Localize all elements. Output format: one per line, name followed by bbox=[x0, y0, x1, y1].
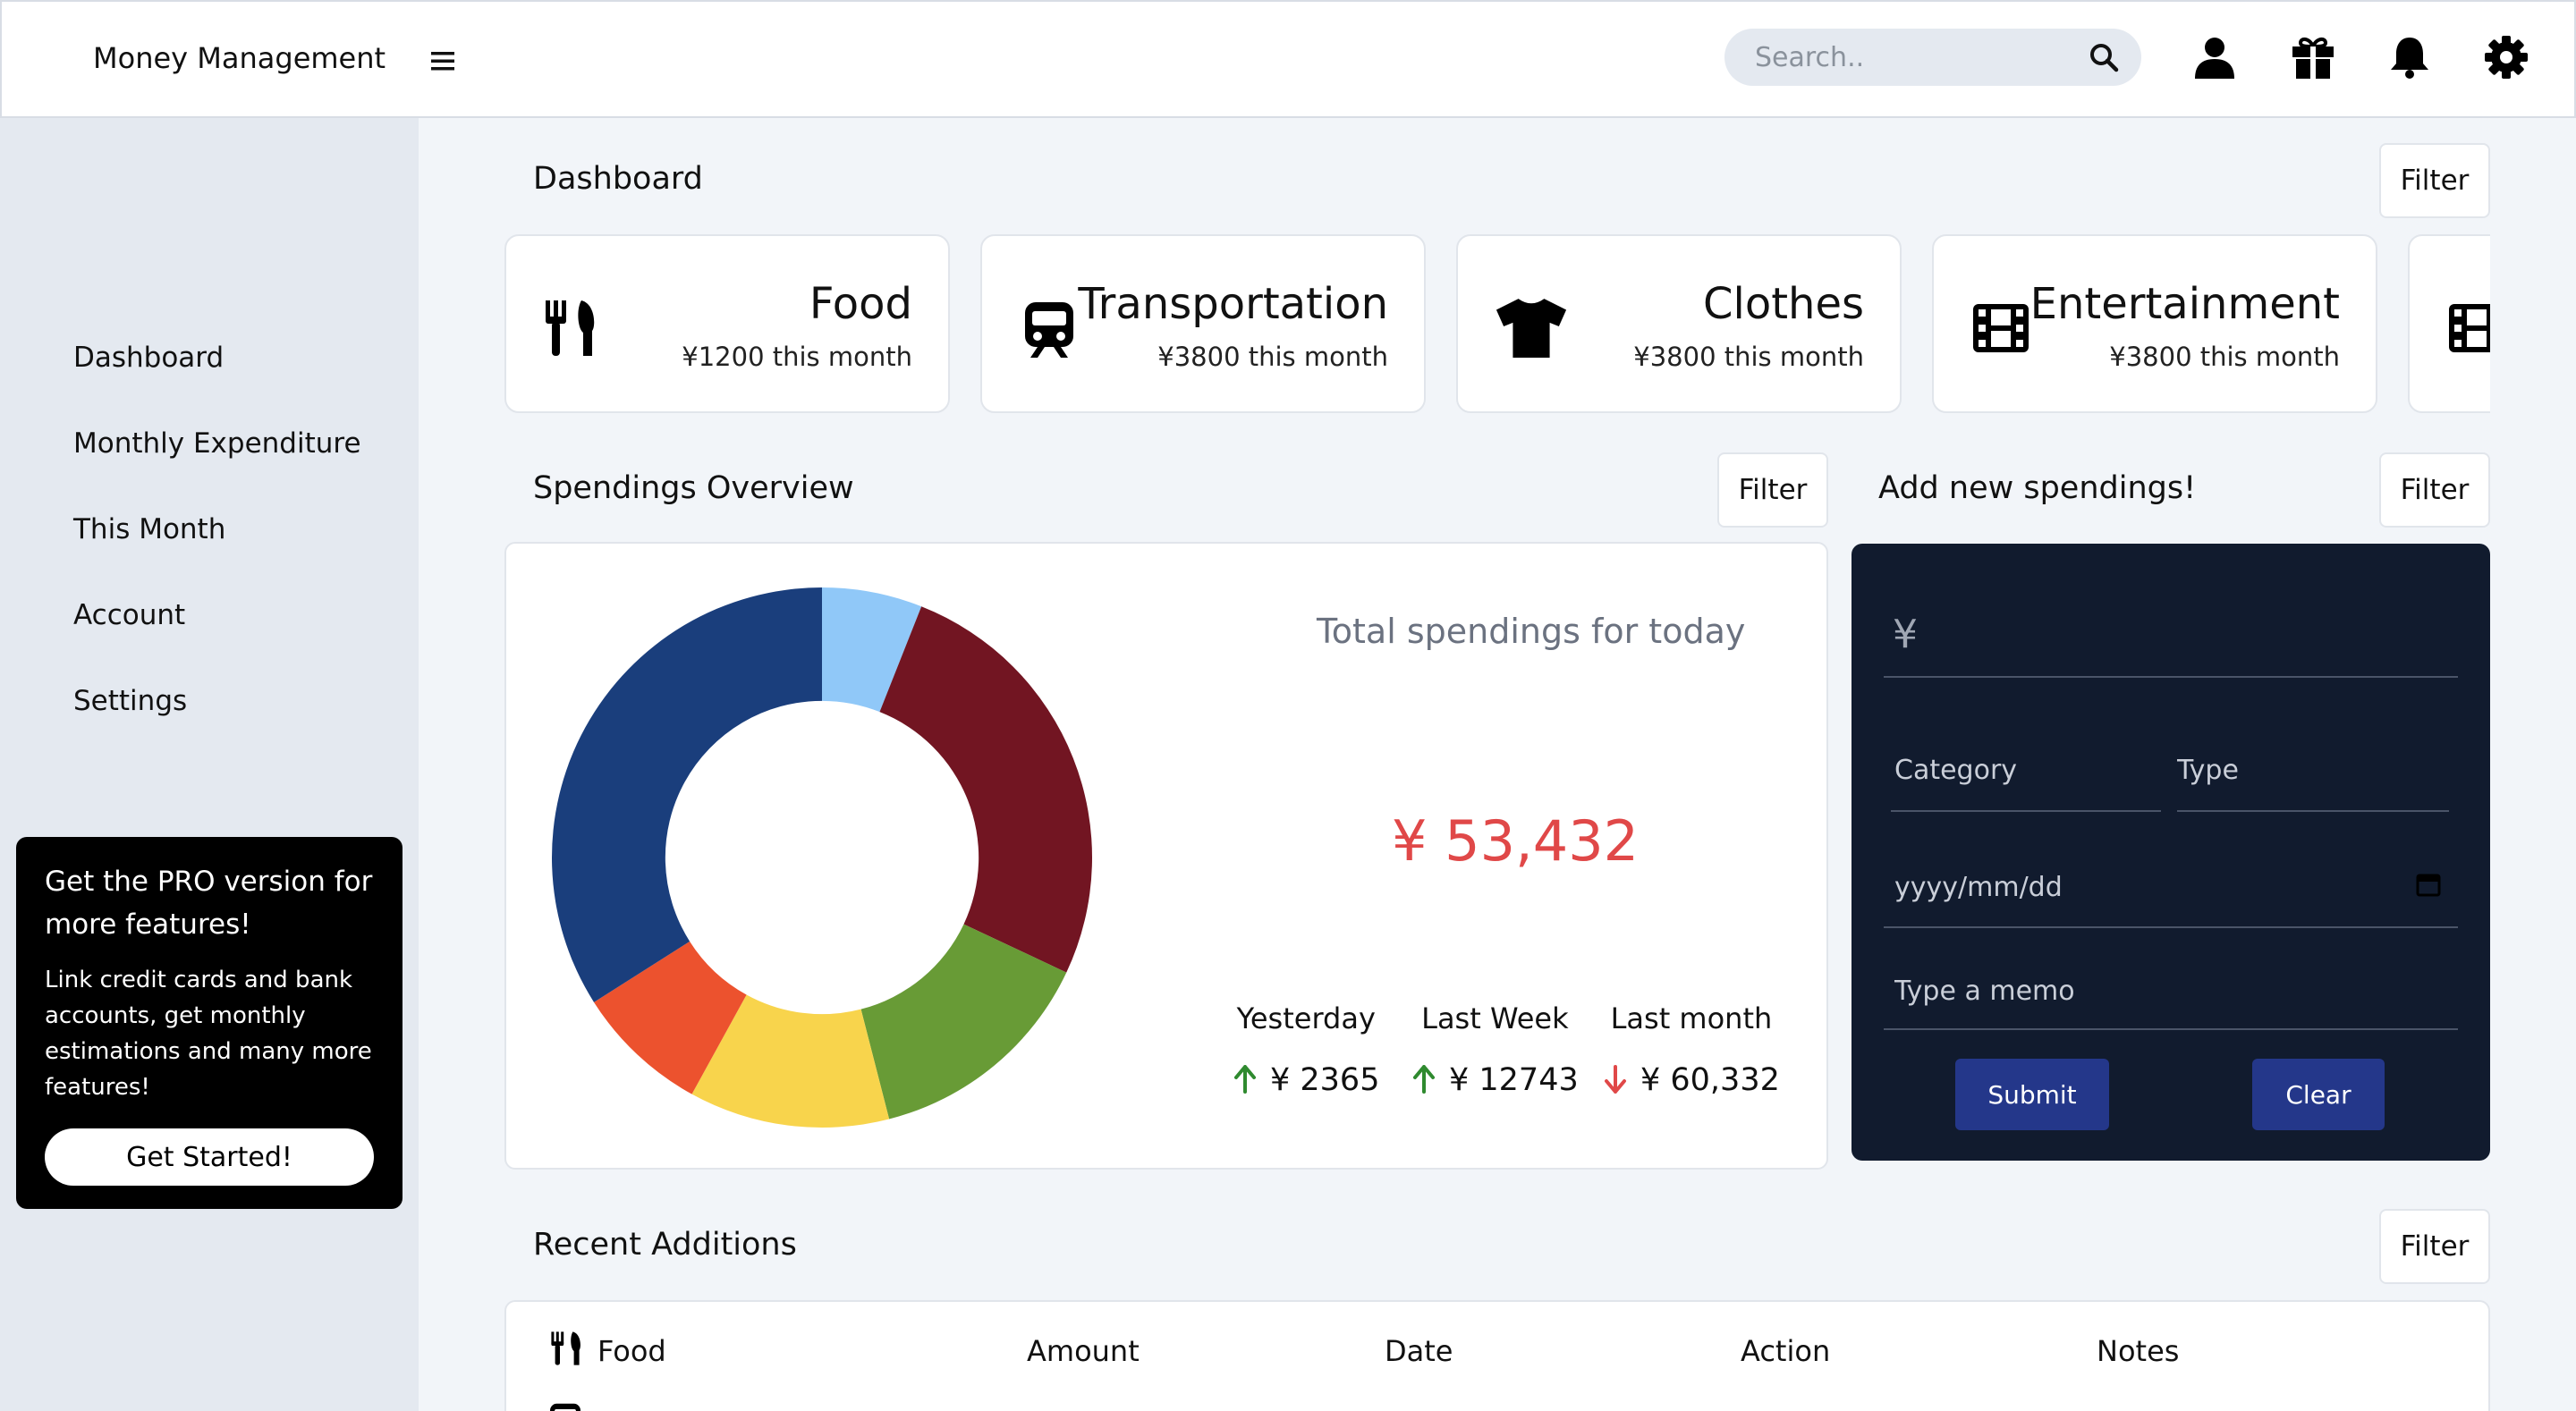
film-icon bbox=[2449, 304, 2490, 352]
tshirt-icon bbox=[1496, 299, 1567, 358]
add-spendings-filter-button[interactable]: Filter bbox=[2379, 452, 2490, 528]
sidebar: Dashboard Monthly Expenditure This Month… bbox=[0, 118, 419, 1411]
type-select[interactable] bbox=[2177, 730, 2449, 812]
category-card-clothes[interactable]: Clothes ¥3800 this month bbox=[1456, 234, 1902, 413]
donut-slice[interactable] bbox=[822, 587, 922, 713]
stat-amount: ¥ 60,332 bbox=[1640, 1062, 1780, 1098]
sidebar-item-this-month[interactable]: This Month bbox=[73, 513, 226, 545]
stat-last-week: Last Week ¥ 12743 bbox=[1411, 1001, 1579, 1098]
user-icon[interactable] bbox=[2191, 34, 2238, 80]
sidebar-item-settings[interactable]: Settings bbox=[73, 685, 188, 717]
promo-text: Link credit cards and bank accounts, get… bbox=[45, 967, 372, 1101]
category-select[interactable] bbox=[1891, 730, 2161, 812]
stat-last-month: Last month ¥ 60,332 bbox=[1603, 1001, 1780, 1098]
sidebar-item-monthly-expenditure[interactable]: Monthly Expenditure bbox=[73, 427, 361, 460]
search-icon[interactable] bbox=[2088, 41, 2120, 73]
submit-button[interactable]: Submit bbox=[1955, 1059, 2109, 1130]
train-icon bbox=[550, 1403, 580, 1411]
spendings-donut-chart bbox=[552, 587, 1092, 1128]
pro-promo-card: Get the PRO version for more features! L… bbox=[16, 837, 402, 1209]
arrow-down-icon bbox=[1605, 1065, 1626, 1094]
recent-filter-button[interactable]: Filter bbox=[2379, 1209, 2490, 1284]
stat-label: Last month bbox=[1610, 1001, 1773, 1035]
today-label: Total spendings for today bbox=[1317, 612, 1746, 651]
column-header-notes: Notes bbox=[2097, 1334, 2180, 1368]
today-total: ¥ 53,432 bbox=[1392, 808, 1640, 874]
column-header-action: Action bbox=[1741, 1334, 1831, 1368]
donut-slice[interactable] bbox=[691, 994, 890, 1128]
clear-button[interactable]: Clear bbox=[2252, 1059, 2385, 1130]
dashboard-title: Dashboard bbox=[533, 161, 703, 197]
sidebar-item-account[interactable]: Account bbox=[73, 599, 186, 631]
category-amount: ¥1200 this month bbox=[682, 342, 912, 372]
overview-filter-button[interactable]: Filter bbox=[1717, 452, 1828, 528]
column-header-amount: Amount bbox=[1027, 1334, 1140, 1368]
donut-slice[interactable] bbox=[594, 941, 747, 1094]
category-name: Entertainment bbox=[2029, 279, 2340, 329]
stat-amount: ¥ 12743 bbox=[1449, 1062, 1579, 1098]
stat-label: Yesterday bbox=[1236, 1001, 1376, 1035]
add-spendings-title: Add new spendings! bbox=[1878, 470, 2197, 506]
column-header-date: Date bbox=[1385, 1334, 1453, 1368]
spendings-overview-card: Total spendings for today ¥ 53,432 Yeste… bbox=[504, 542, 1828, 1170]
donut-slice[interactable] bbox=[879, 606, 1092, 973]
film-icon bbox=[1973, 304, 2029, 352]
stat-value: ¥ 60,332 bbox=[1603, 1062, 1780, 1098]
app-title: Money Management bbox=[93, 41, 386, 75]
category-strip: Food ¥1200 this month Transportation ¥38… bbox=[504, 234, 2490, 413]
train-icon bbox=[1025, 302, 1073, 358]
dashboard-filter-button[interactable]: Filter bbox=[2379, 143, 2490, 218]
category-amount: ¥3800 this month bbox=[2109, 342, 2340, 372]
promo-title: Get the PRO version for more features! bbox=[45, 866, 373, 941]
category-card-partial[interactable] bbox=[2408, 234, 2490, 413]
search-bar bbox=[1724, 29, 2141, 86]
donut-slice[interactable] bbox=[860, 924, 1067, 1120]
amount-input[interactable] bbox=[1884, 597, 2458, 678]
category-card-entertainment[interactable]: Entertainment ¥3800 this month bbox=[1932, 234, 2377, 413]
recent-additions-table: Food Amount Date Action Notes bbox=[504, 1300, 2490, 1411]
bell-icon[interactable] bbox=[2386, 34, 2433, 80]
category-amount: ¥3800 this month bbox=[1157, 342, 1388, 372]
stat-label: Last Week bbox=[1421, 1001, 1569, 1035]
category-name: Transportation bbox=[1078, 279, 1388, 329]
date-input[interactable] bbox=[1884, 848, 2458, 928]
stat-value: ¥ 12743 bbox=[1411, 1062, 1579, 1098]
stat-value: ¥ 2365 bbox=[1233, 1062, 1379, 1098]
arrow-up-icon bbox=[1234, 1065, 1256, 1094]
overview-title: Spendings Overview bbox=[533, 470, 854, 506]
get-started-button[interactable]: Get Started! bbox=[45, 1128, 374, 1186]
stat-yesterday: Yesterday ¥ 2365 bbox=[1233, 1001, 1379, 1098]
column-header-food: Food bbox=[597, 1334, 666, 1368]
category-card-transportation[interactable]: Transportation ¥3800 this month bbox=[980, 234, 1426, 413]
top-bar: Money Management bbox=[0, 0, 2576, 118]
gear-icon[interactable] bbox=[2483, 34, 2529, 80]
category-amount: ¥3800 this month bbox=[1633, 342, 1864, 372]
utensils-icon bbox=[546, 300, 595, 356]
calendar-icon[interactable] bbox=[2415, 871, 2442, 898]
gift-icon[interactable] bbox=[2290, 34, 2336, 80]
stat-amount: ¥ 2365 bbox=[1270, 1062, 1380, 1098]
sidebar-item-dashboard[interactable]: Dashboard bbox=[73, 342, 225, 374]
category-card-food[interactable]: Food ¥1200 this month bbox=[504, 234, 950, 413]
hamburger-menu-icon[interactable] bbox=[424, 43, 460, 79]
search-input[interactable] bbox=[1755, 29, 2077, 86]
recent-additions-title: Recent Additions bbox=[533, 1227, 797, 1263]
utensils-icon bbox=[551, 1331, 580, 1365]
arrow-up-icon bbox=[1413, 1065, 1435, 1094]
category-name: Clothes bbox=[1703, 279, 1864, 329]
category-name: Food bbox=[809, 279, 912, 329]
donut-slice[interactable] bbox=[552, 587, 822, 1002]
add-spendings-form: ¥ Submit Clear bbox=[1852, 544, 2490, 1161]
memo-input[interactable] bbox=[1884, 953, 2458, 1030]
